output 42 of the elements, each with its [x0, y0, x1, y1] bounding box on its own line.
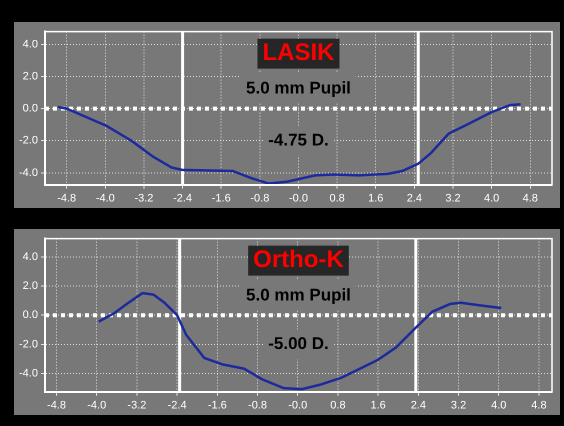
x-tick-label: 0.8: [329, 192, 345, 204]
x-tick-label: -1.6: [208, 399, 227, 412]
y-tick-label: -4.0: [18, 368, 38, 380]
x-tick-label: -0.8: [248, 399, 268, 412]
x-tick-label: 3.2: [450, 399, 466, 412]
x-tick-label: -0.0: [288, 192, 308, 204]
y-tick-label: 0.0: [22, 102, 38, 115]
x-tick-label: -3.2: [127, 399, 146, 412]
x-tick-label: -4.0: [87, 399, 106, 412]
y-tick-label: 4.0: [22, 38, 38, 50]
x-tick-label: 2.4: [410, 399, 426, 412]
x-tick-label: -2.4: [173, 192, 192, 204]
y-tick-label: 0.0: [22, 309, 38, 322]
x-tick-label: -0.8: [250, 192, 270, 204]
text: 5.0 mm Pupil: [246, 285, 351, 304]
x-tick-label: 4.0: [491, 399, 506, 412]
x-tick-label: -1.6: [212, 192, 231, 204]
x-tick-label: -0.0: [288, 399, 308, 412]
text: 5.0 mm Pupil: [246, 78, 351, 98]
x-tick-label: -2.4: [168, 399, 187, 412]
y-tick-label: 2.0: [22, 280, 38, 292]
x-tick-label: 4.0: [484, 192, 500, 204]
y-tick-label: 2.0: [22, 70, 38, 83]
y-tick-label: -2.0: [18, 338, 38, 350]
y-tick-label: 4.0: [22, 250, 38, 263]
x-tick-label: 4.8: [522, 192, 538, 204]
annotation: -5.00 D.: [268, 334, 329, 354]
x-tick-label: -4.0: [96, 192, 115, 204]
annotation: -4.75 D.: [268, 130, 329, 150]
chart-title: Ortho-K: [253, 246, 344, 274]
x-tick-label: -4.8: [47, 399, 66, 412]
x-tick-label: 4.8: [531, 399, 547, 412]
y-tick-label: -2.0: [18, 134, 38, 147]
y-tick-label: -4.0: [18, 166, 38, 179]
chart-title: LASIK: [262, 39, 336, 66]
x-tick-label: 1.6: [368, 192, 384, 204]
x-tick-label: 3.2: [445, 192, 461, 204]
x-tick-label: 2.4: [406, 192, 422, 204]
x-tick-label: -4.8: [57, 192, 76, 204]
x-tick-label: -3.2: [134, 192, 154, 204]
x-tick-label: 0.8: [330, 399, 346, 412]
x-tick-label: 1.6: [370, 399, 386, 412]
